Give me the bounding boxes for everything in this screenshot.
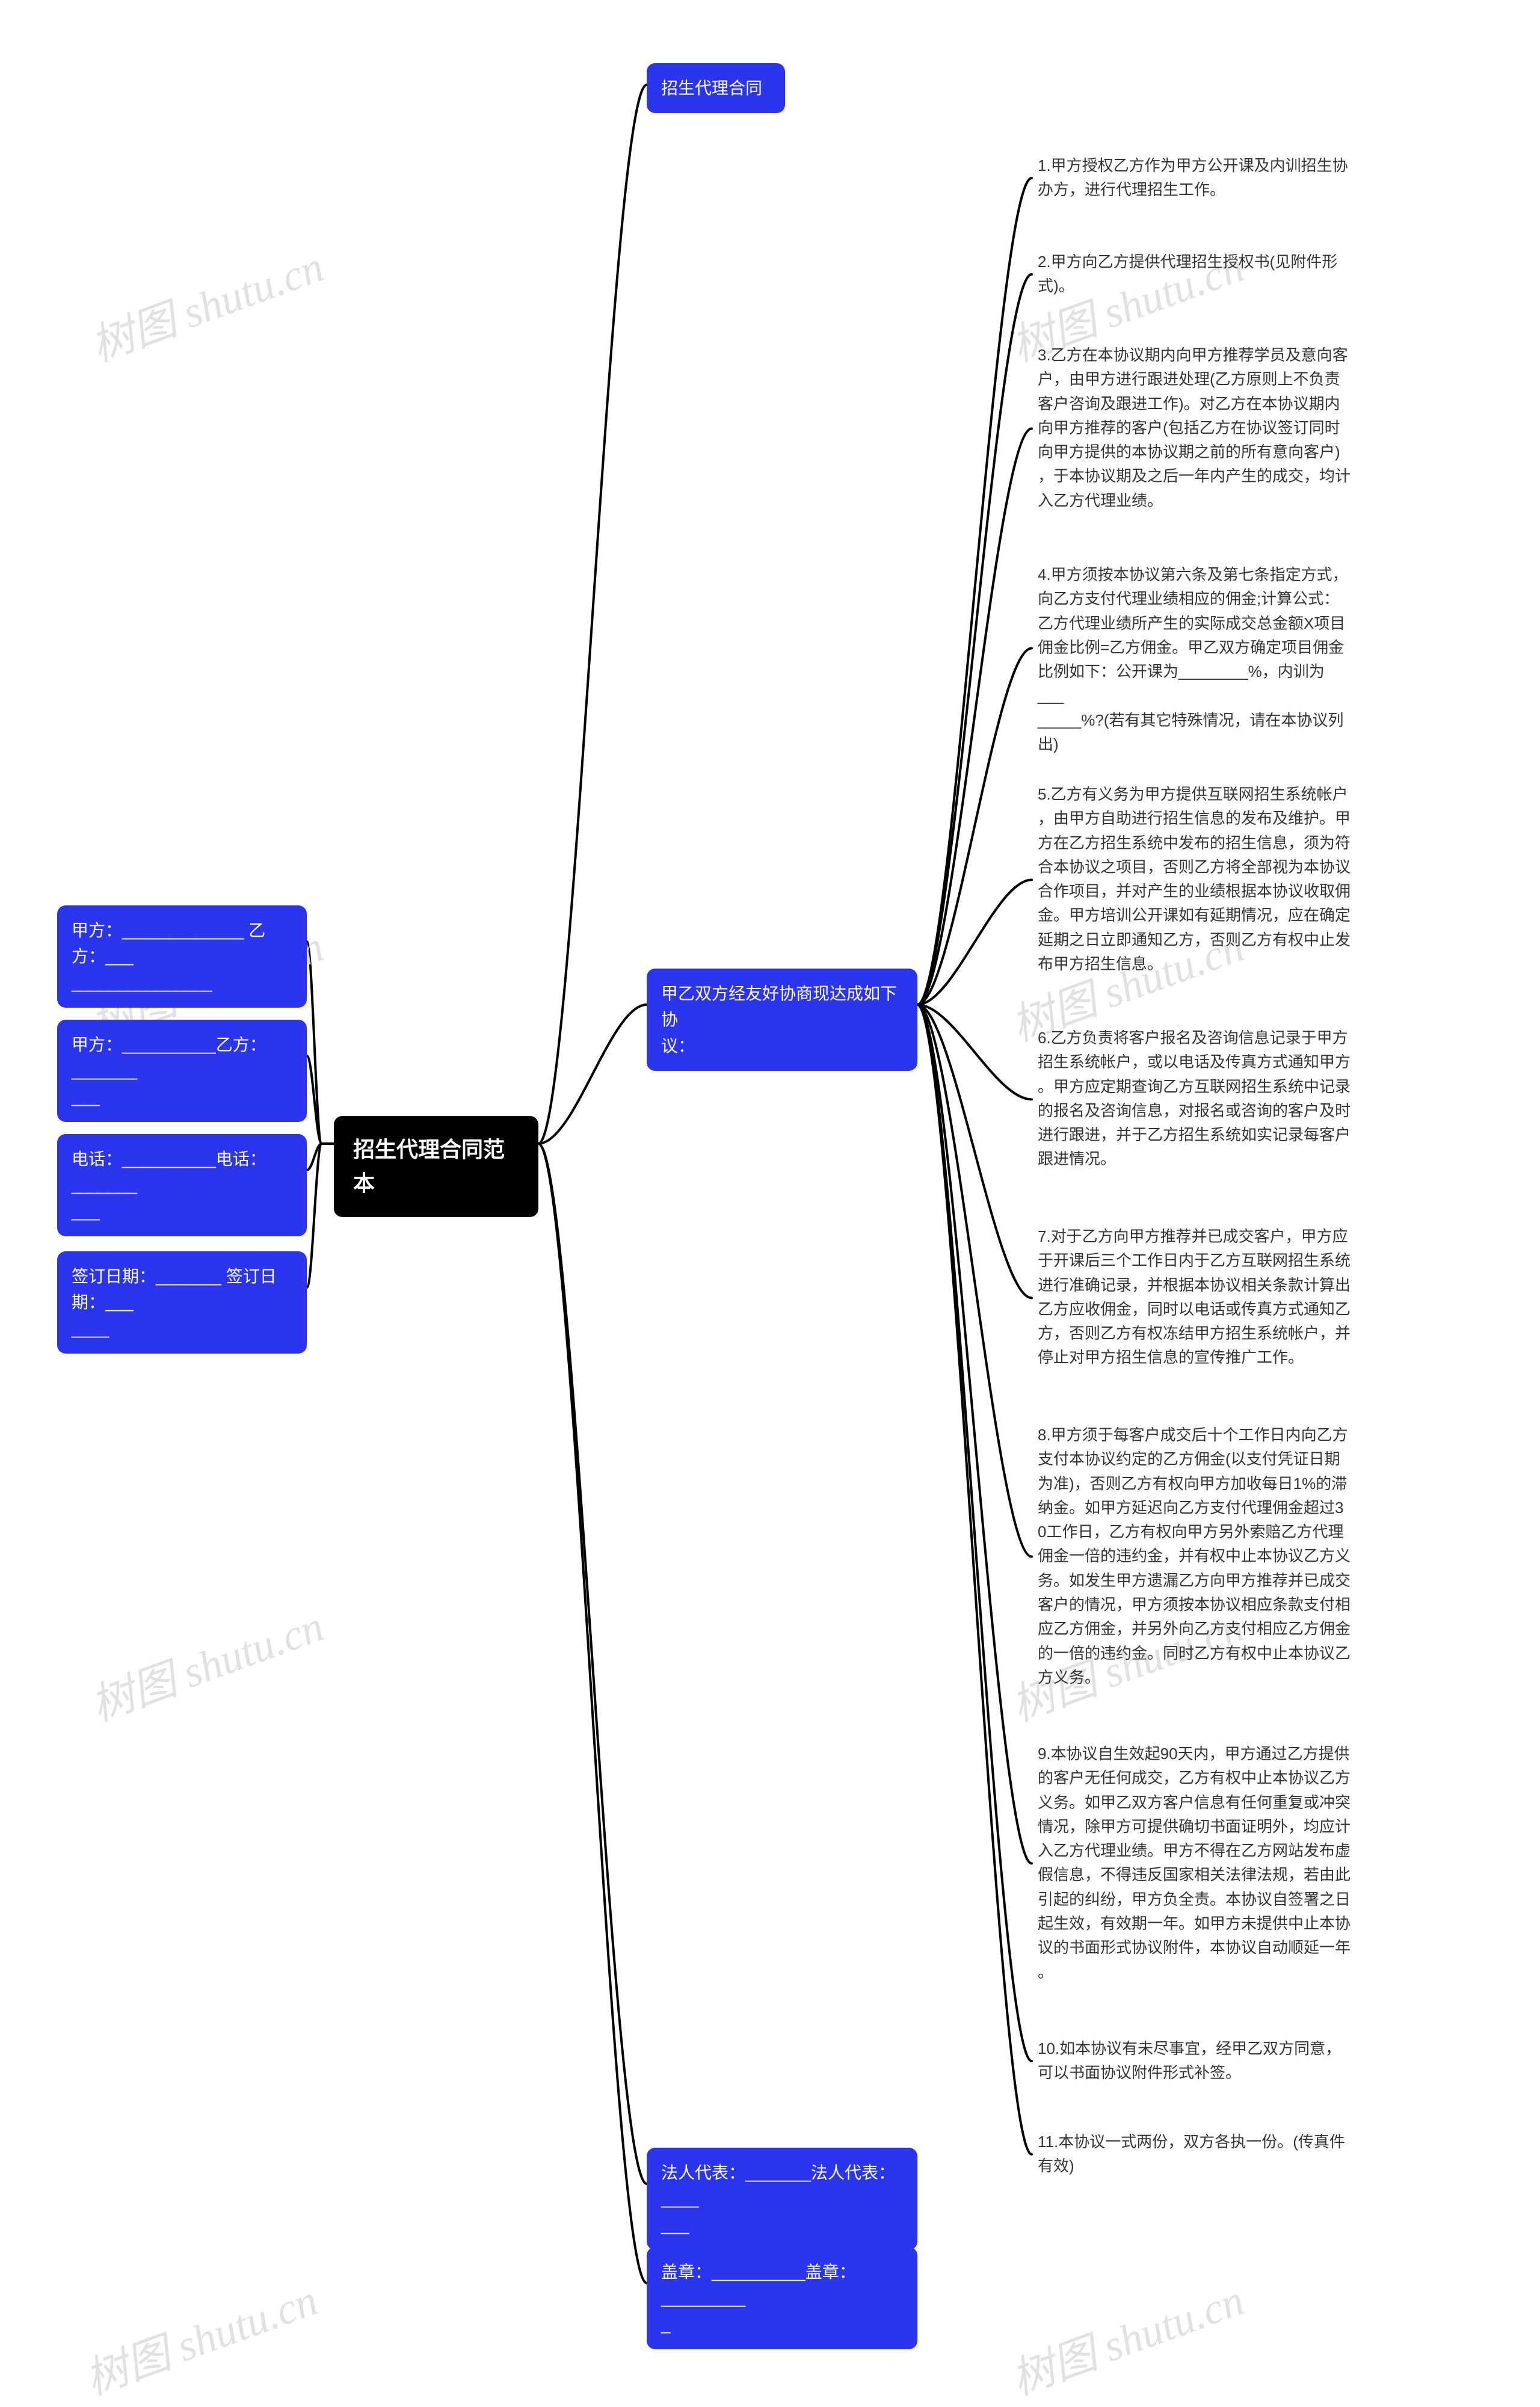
detail-d11: 11.本协议一式两份，双方各执一份。(传真件 有效)	[1038, 2130, 1345, 2178]
mindmap-canvas: 树图 shutu.cn树图 shutu.cn树图 shutu.cn树图 shut…	[0, 0, 1540, 2329]
watermark: 树图 shutu.cn	[75, 2264, 325, 2407]
detail-d5: 5.乙方有义务为甲方提供互联网招生系统帐户 ，由甲方自助进行招生信息的发布及维护…	[1038, 782, 1351, 976]
detail-d8: 8.甲方须于每客户成交后十个工作日内向乙方 支付本协议约定的乙方佣金(以支付凭证…	[1038, 1423, 1351, 1689]
detail-d7: 7.对于乙方向甲方推荐并已成交客户，甲方应 于开课后三个工作日内于乙方互联网招生…	[1038, 1224, 1351, 1370]
detail-d1: 1.甲方授权乙方作为甲方公开课及内训招生协 办方，进行代理招生工作。	[1038, 153, 1348, 202]
detail-d3: 3.乙方在本协议期内向甲方推荐学员及意向客 户，由甲方进行跟进处理(乙方原则上不…	[1038, 343, 1351, 513]
root-node: 招生代理合同范本	[334, 1116, 538, 1217]
left-node-date: 签订日期：_______ 签订日期：___ ____	[57, 1251, 307, 1354]
right-node-title: 招生代理合同	[647, 63, 785, 113]
left-node-jia: 甲方：_____________ 乙方：___ _______________	[57, 905, 307, 1008]
detail-d10: 10.如本协议有未尽事宜，经甲乙双方同意， 可以书面协议附件形式补签。	[1038, 2036, 1341, 2085]
right-node-agreement: 甲乙双方经友好协商现达成如下协 议：	[647, 969, 917, 1071]
detail-d2: 2.甲方向乙方提供代理招生授权书(见附件形 式)。	[1038, 250, 1337, 298]
right-node-seal: 盖章：__________盖章：_________ _	[647, 2247, 917, 2349]
watermark: 树图 shutu.cn	[81, 231, 331, 374]
left-node-tel: 电话：__________电话：_______ ___	[57, 1134, 307, 1236]
watermark: 树图 shutu.cn	[81, 1591, 331, 1733]
watermark: 树图 shutu.cn	[1001, 2264, 1251, 2407]
left-node-jia2: 甲方：__________乙方：_______ ___	[57, 1020, 307, 1122]
detail-d6: 6.乙方负责将客户报名及咨询信息记录于甲方 招生系统帐户，或以电话及传真方式通知…	[1038, 1026, 1351, 1171]
detail-d4: 4.甲方须按本协议第六条及第七条指定方式， 向乙方支付代理业绩相应的佣金;计算公…	[1038, 562, 1351, 756]
right-node-legal: 法人代表：_______法人代表：____ ___	[647, 2148, 917, 2250]
detail-d9: 9.本协议自生效起90天内，甲方通过乙方提供 的客户无任何成交，乙方有权中止本协…	[1038, 1742, 1351, 1984]
